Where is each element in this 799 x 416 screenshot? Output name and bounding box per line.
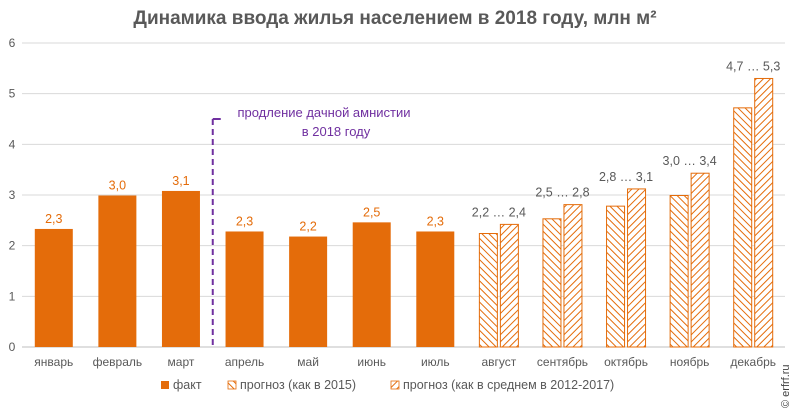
bar-forecast-2015 xyxy=(606,205,626,348)
bar-forecast-2015 xyxy=(733,107,753,348)
bar-forecast-avg xyxy=(690,172,710,348)
annotation: продление дачной амнистии в 2018 году xyxy=(211,105,411,347)
y-tick-label: 6 xyxy=(9,36,16,50)
legend-swatch-forecast-2015 xyxy=(227,380,237,390)
data-label-fact: 2,2 xyxy=(299,220,316,234)
gridlines xyxy=(22,42,785,348)
data-labels: 2,3 3,0 3,1 2,3 2,2 2,5 2,3 2,2 … 2,4 2,5 … 2,8 2… xyxy=(45,59,780,233)
x-axis: январь февраль март апрель май июнь июль август… xyxy=(34,355,776,369)
bar-fact xyxy=(34,228,73,347)
y-tick-label: 5 xyxy=(9,87,16,101)
x-tick-label: декабрь xyxy=(730,355,776,369)
legend: факт прогноз (как в 2015) прогноз (как в… xyxy=(161,378,614,392)
x-tick-label: июнь xyxy=(357,355,386,369)
data-label-range: 2,2 … 2,4 xyxy=(472,205,526,219)
x-tick-label: март xyxy=(168,355,195,369)
y-tick-label: 4 xyxy=(9,137,16,151)
data-label-fact: 2,3 xyxy=(427,214,444,228)
x-tick-label: май xyxy=(297,355,319,369)
chart-title: Динамика ввода жилья населением в 2018 г… xyxy=(133,8,656,29)
x-tick-label: август xyxy=(481,355,516,369)
bars xyxy=(34,77,774,348)
data-label-range: 3,0 … 3,4 xyxy=(663,154,717,168)
x-tick-label: апрель xyxy=(225,355,264,369)
data-label-range: 2,5 … 2,8 xyxy=(535,186,589,200)
data-label-range: 4,7 … 5,3 xyxy=(726,59,780,73)
data-label-fact: 2,5 xyxy=(363,205,380,219)
legend-label-forecast-2015: прогноз (как в 2015) xyxy=(240,378,356,392)
annotation-text-line-1: продление дачной амнистии xyxy=(237,105,410,120)
data-label-fact: 3,1 xyxy=(172,174,189,188)
bar-fact xyxy=(289,236,328,347)
y-tick-label: 2 xyxy=(9,239,16,253)
data-label-fact: 2,3 xyxy=(45,212,62,226)
data-label-range: 2,8 … 3,1 xyxy=(599,170,653,184)
x-tick-label: январь xyxy=(34,355,73,369)
data-label-fact: 2,3 xyxy=(236,214,253,228)
bar-forecast-avg xyxy=(563,204,583,348)
bar-fact xyxy=(352,222,391,347)
y-tick-label: 1 xyxy=(9,289,16,303)
y-axis: 0 1 2 3 4 5 6 xyxy=(9,36,16,354)
bar-fact xyxy=(416,231,455,347)
legend-label-forecast-avg: прогноз (как в среднем в 2012-2017) xyxy=(403,378,614,392)
bar-forecast-avg xyxy=(754,77,774,348)
bar-fact xyxy=(98,195,137,347)
x-tick-label: октябрь xyxy=(604,355,648,369)
legend-swatch-fact xyxy=(161,381,169,389)
y-tick-label: 0 xyxy=(9,340,16,354)
bar-fact xyxy=(225,231,264,347)
x-tick-label: февраль xyxy=(93,355,143,369)
data-label-fact: 3,0 xyxy=(109,179,126,193)
bar-fact xyxy=(161,190,200,347)
legend-label-fact: факт xyxy=(173,378,202,392)
bar-forecast-avg xyxy=(499,223,519,348)
x-tick-label: сентябрь xyxy=(537,355,588,369)
watermark: © erfrf.ru xyxy=(780,364,792,408)
bar-forecast-avg xyxy=(627,188,647,348)
x-tick-label: июль xyxy=(421,355,450,369)
bar-forecast-2015 xyxy=(542,218,562,348)
bar-forecast-2015 xyxy=(478,233,498,348)
legend-swatch-forecast-avg xyxy=(390,380,400,390)
y-tick-label: 3 xyxy=(9,188,16,202)
annotation-text-line-2: в 2018 году xyxy=(302,124,371,139)
bar-forecast-2015 xyxy=(669,195,689,348)
x-tick-label: ноябрь xyxy=(670,355,710,369)
